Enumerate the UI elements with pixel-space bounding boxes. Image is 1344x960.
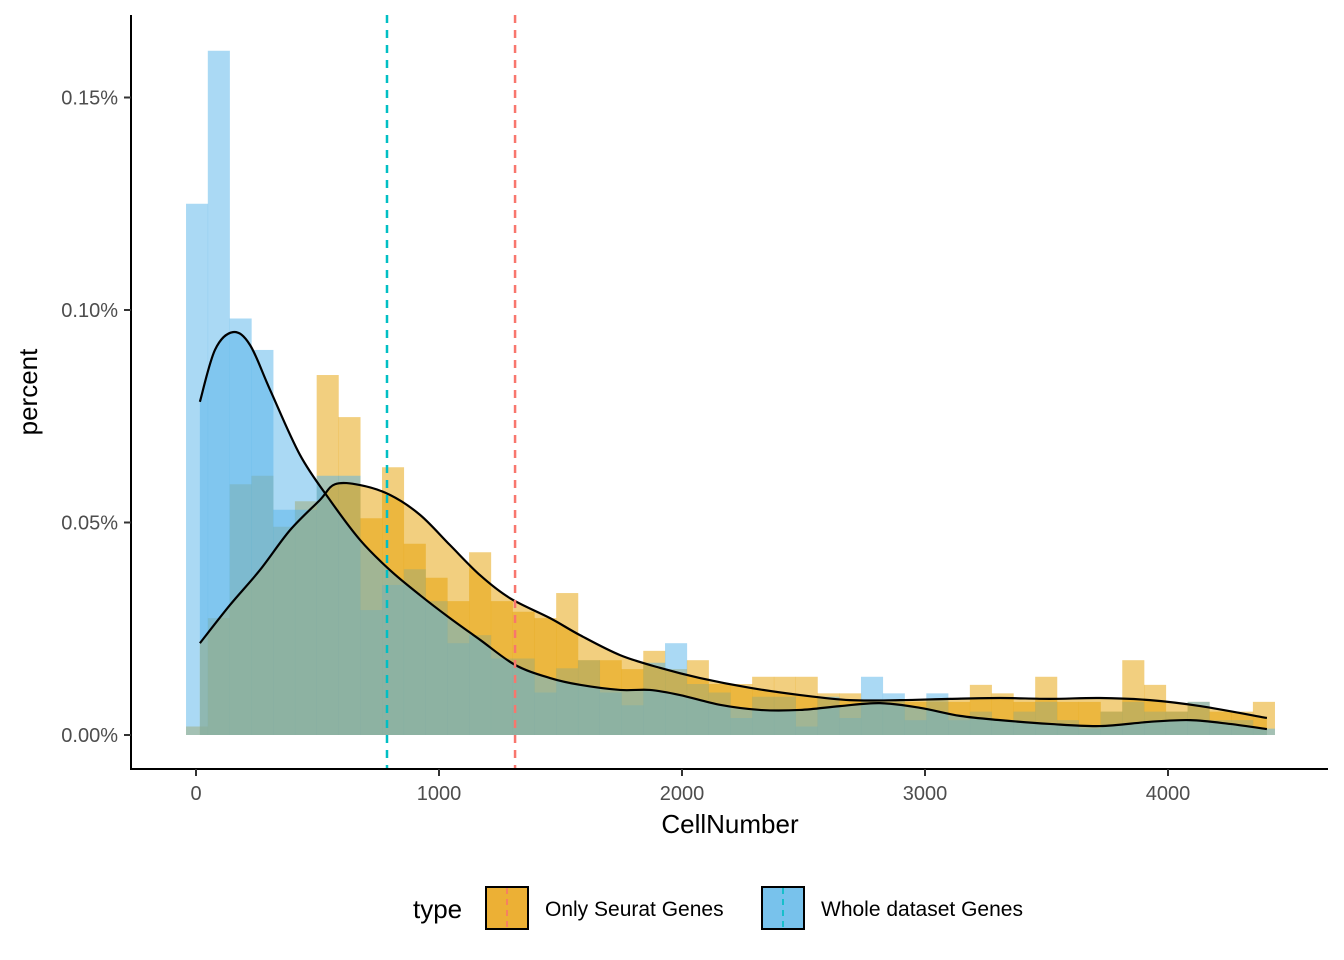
legend: type Only Seurat Genes Whole dataset Gen… (413, 886, 1023, 930)
legend-item-whole-dataset: Whole dataset Genes (761, 886, 1023, 930)
y-tick-label: 0.00% (61, 725, 118, 747)
x-tick-label: 1000 (417, 783, 462, 805)
y-tick-label: 0.05% (61, 513, 118, 535)
y-axis-title: percent (13, 348, 43, 435)
x-axis-title: CellNumber (661, 809, 799, 839)
density-layer (198, 330, 1268, 735)
legend-title: type (413, 894, 462, 924)
x-tick-label: 0 (190, 783, 201, 805)
ticks-layer: 0 1000 2000 3000 4000 0.00% 0.05% 0.10% 0.15% (61, 88, 1190, 806)
legend-item-only-seurat: Only Seurat Genes (485, 886, 724, 930)
x-tick-label: 4000 (1146, 783, 1191, 805)
y-tick-label: 0.15% (61, 88, 118, 110)
density-line-only-seurat-genes (199, 481, 1268, 720)
y-tick-label: 0.10% (61, 300, 118, 322)
x-tick-label: 2000 (660, 783, 705, 805)
legend-label-only-seurat: Only Seurat Genes (545, 898, 724, 921)
mean-lines-layer (385, 15, 517, 769)
legend-label-whole-dataset: Whole dataset Genes (821, 898, 1023, 921)
x-tick-label: 3000 (903, 783, 948, 805)
density-area-whole-dataset-genes (199, 331, 1267, 735)
density-line-whole-dataset-genes (198, 330, 1268, 731)
